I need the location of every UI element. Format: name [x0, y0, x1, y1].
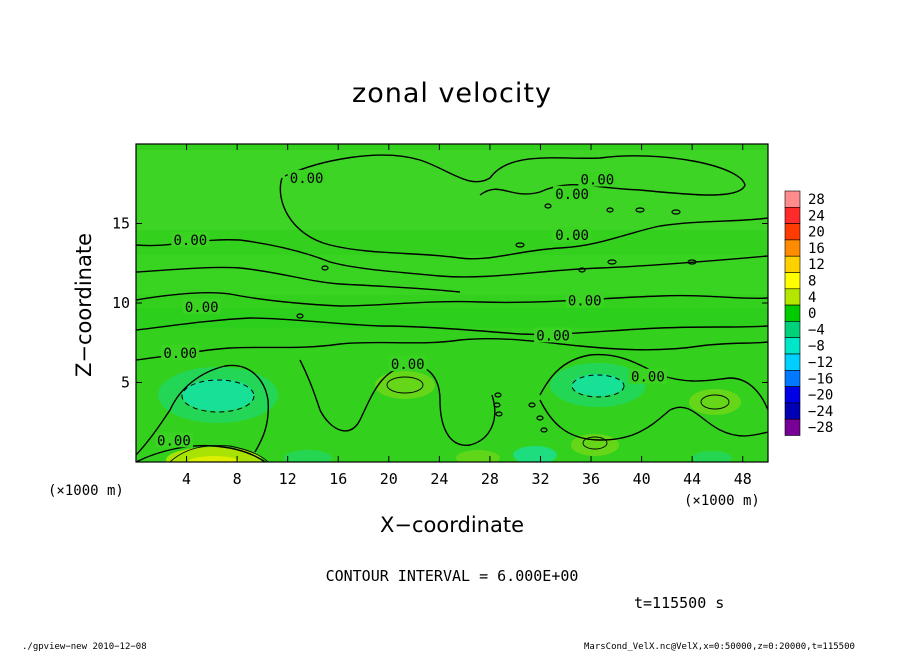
x-tick-label: 48	[734, 470, 752, 488]
y-tick-label: 5	[121, 374, 130, 392]
chart-title: zonal velocity	[352, 78, 552, 109]
x-tick-label: 28	[481, 470, 499, 488]
contour-label: 0.00	[163, 346, 197, 362]
x-axis-unit-left: (×1000 m)	[48, 483, 124, 499]
colorbar-swatch	[784, 207, 801, 224]
colorbar-label: 4	[808, 290, 816, 306]
contour-label: 0.00	[555, 228, 589, 244]
colorbar-swatch	[784, 223, 801, 241]
contour-label-bg	[553, 185, 592, 201]
colorbar-swatch	[784, 304, 801, 322]
small-contour-loops	[296, 203, 697, 433]
x-tick-label: 44	[683, 470, 701, 488]
contour-label: 0.00	[173, 233, 207, 249]
contour-label: 0.00	[157, 433, 191, 449]
colorbar-swatch	[784, 353, 801, 371]
colorbar-label: 12	[808, 257, 825, 273]
x-tick-label: 32	[531, 470, 549, 488]
x-axis-unit-right: (×1000 m)	[684, 493, 760, 509]
x-tick-label: 24	[430, 470, 448, 488]
contour-label-bg	[628, 368, 667, 384]
zero-contours	[136, 154, 768, 462]
colorbar-swatch	[784, 337, 801, 355]
y-tick-label: 15	[112, 215, 130, 233]
x-tick-label: 4	[182, 470, 191, 488]
colorbar-label: −16	[808, 371, 833, 387]
contour-label-bg	[388, 356, 427, 372]
contour-label: 0.00	[536, 328, 570, 344]
contour-label: 0.00	[290, 171, 324, 187]
colorbar-swatch	[784, 321, 801, 338]
y-tick-label: 10	[112, 294, 130, 312]
colorbar-swatch	[784, 418, 801, 436]
colorbar-label: 28	[808, 192, 825, 208]
time-label: t=115500 s	[634, 594, 725, 612]
contour-label-bg	[534, 327, 573, 343]
contour-label-bg	[161, 344, 200, 360]
x-tick-label: 36	[582, 470, 600, 488]
contour-labels: 0.00 0.000.000.00 0.000.00 0.000.000.000.00…	[154, 169, 667, 449]
colorbar-swatch	[784, 288, 801, 306]
colorbar-swatch	[784, 255, 801, 273]
contour-label-bg	[287, 169, 326, 185]
colorbar-label: −8	[808, 339, 825, 355]
colorbar-label: −4	[808, 322, 825, 338]
x-tick-label: 16	[329, 470, 347, 488]
colorbar-swatch	[784, 190, 801, 208]
contour-label-bg	[171, 231, 210, 247]
contour-label-bg	[553, 227, 592, 243]
x-axis-label: X−coordinate	[380, 513, 524, 537]
contour-label-bg	[578, 171, 617, 187]
contour-label: 0.00	[631, 370, 665, 386]
x-tick-label: 8	[233, 470, 242, 488]
colorbar-label: 20	[808, 225, 825, 241]
y-axis-ticks: 5 10 15	[112, 215, 768, 392]
x-tick-label: 20	[380, 470, 398, 488]
colorbar-swatch	[784, 272, 801, 290]
colorbar-label: 16	[808, 241, 825, 257]
colorbar-label: −28	[808, 420, 833, 436]
colorbar-label: 8	[808, 274, 816, 290]
contour-label: 0.00	[391, 357, 425, 373]
plot-area: 0.00 0.000.000.00 0.000.00 0.000.000.000.00…	[136, 144, 768, 462]
footer-right: MarsCond_VelX.nc@VelX,x=0:50000,z=0:2000…	[584, 642, 855, 652]
contour-label-bg	[565, 292, 604, 308]
colorbar-swatch	[784, 402, 801, 420]
contour-interval-note: CONTOUR INTERVAL = 6.000E+00	[325, 567, 579, 585]
x-axis-ticks: 4 8 12 16 20 24 28 32 36 40 44 48	[182, 144, 752, 488]
colorbar-label: −12	[808, 355, 833, 371]
contour-label-bg	[154, 432, 193, 448]
colorbar-swatch	[784, 369, 801, 387]
footer-left: ./gpview−new 2010−12−08	[22, 642, 147, 652]
contour-label: 0.00	[185, 300, 219, 316]
contour-label: 0.00	[581, 173, 615, 189]
contour-label: 0.00	[555, 187, 589, 203]
colorbar-swatch	[784, 386, 801, 404]
contour-label-bg	[182, 298, 221, 314]
colorbar-label: 24	[808, 208, 825, 224]
contour-label: 0.00	[568, 293, 602, 309]
colorbar-swatch	[784, 239, 801, 257]
x-tick-label: 40	[633, 470, 651, 488]
positive-contours	[169, 376, 730, 462]
x-tick-label: 12	[279, 470, 297, 488]
colorbar-label: −24	[808, 404, 833, 420]
colorbar-label: −20	[808, 388, 833, 404]
colorbar-label: 0	[808, 306, 816, 322]
negative-contours	[181, 374, 625, 413]
